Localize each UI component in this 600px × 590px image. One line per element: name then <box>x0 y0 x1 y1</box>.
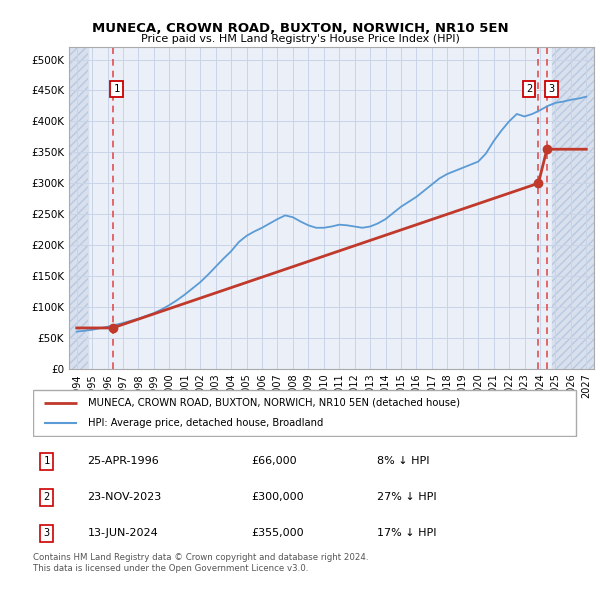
Text: HPI: Average price, detached house, Broadland: HPI: Average price, detached house, Broa… <box>88 418 323 428</box>
Bar <box>69 47 88 369</box>
Text: 3: 3 <box>548 84 554 94</box>
Text: 2: 2 <box>44 493 50 503</box>
Text: £66,000: £66,000 <box>251 457 297 466</box>
Text: Price paid vs. HM Land Registry's House Price Index (HPI): Price paid vs. HM Land Registry's House … <box>140 34 460 44</box>
Text: 8% ↓ HPI: 8% ↓ HPI <box>377 457 430 466</box>
Text: £300,000: £300,000 <box>251 493 304 503</box>
FancyBboxPatch shape <box>33 391 576 435</box>
Text: MUNECA, CROWN ROAD, BUXTON, NORWICH, NR10 5EN: MUNECA, CROWN ROAD, BUXTON, NORWICH, NR1… <box>92 22 508 35</box>
Text: 23-NOV-2023: 23-NOV-2023 <box>88 493 162 503</box>
Text: 25-APR-1996: 25-APR-1996 <box>88 457 160 466</box>
Text: £355,000: £355,000 <box>251 529 304 539</box>
Text: 17% ↓ HPI: 17% ↓ HPI <box>377 529 436 539</box>
Text: 27% ↓ HPI: 27% ↓ HPI <box>377 493 437 503</box>
Bar <box>553 47 594 369</box>
Text: 1: 1 <box>113 84 119 94</box>
Text: MUNECA, CROWN ROAD, BUXTON, NORWICH, NR10 5EN (detached house): MUNECA, CROWN ROAD, BUXTON, NORWICH, NR1… <box>88 398 460 408</box>
Text: 1: 1 <box>44 457 50 466</box>
Text: 13-JUN-2024: 13-JUN-2024 <box>88 529 158 539</box>
Text: 3: 3 <box>44 529 50 539</box>
Text: Contains HM Land Registry data © Crown copyright and database right 2024.
This d: Contains HM Land Registry data © Crown c… <box>33 553 368 573</box>
Text: 2: 2 <box>526 84 532 94</box>
